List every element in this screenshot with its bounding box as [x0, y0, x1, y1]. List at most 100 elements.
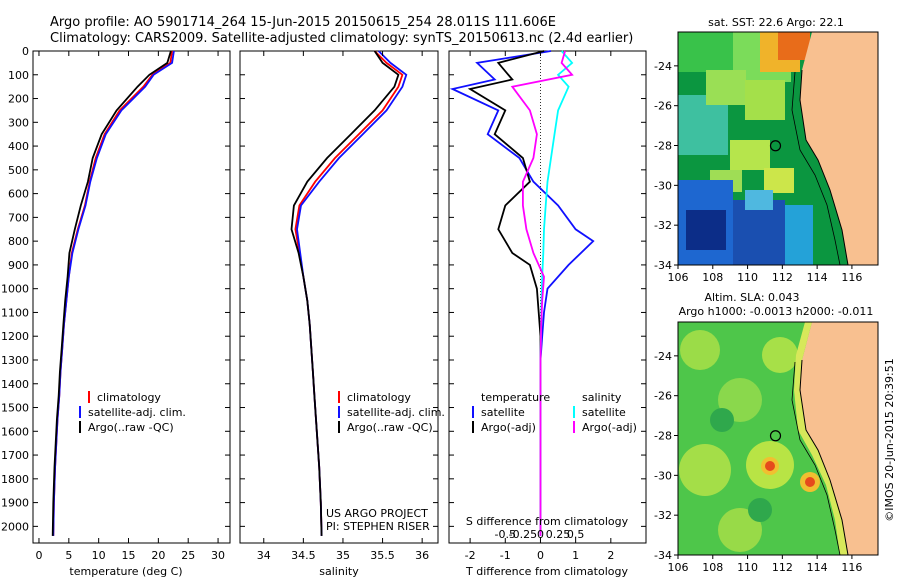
sla-map-frame — [677, 321, 879, 556]
sla-blob — [718, 508, 762, 552]
sst-land — [800, 32, 878, 265]
temperature-ytick-label: 1700 — [1, 449, 29, 462]
sst-patch — [764, 168, 794, 193]
salinity-xtick-label: 35 — [336, 549, 350, 562]
temperature-xtick-label: 15 — [122, 549, 136, 562]
salinity-lines — [290, 50, 408, 536]
difference-series-salinity-argo-adj- — [510, 50, 574, 536]
sla-map-ticks: 106 108 110 112 114 116 -24 -26 -28 -30 -32 -34 — [654, 350, 862, 574]
temperature-ytick-label: 1200 — [1, 330, 29, 343]
sst-patch — [778, 32, 810, 60]
sst-shelf-contour — [791, 71, 841, 265]
salinity-series-satellite-adj-clim- — [296, 50, 408, 536]
sla-map-title: Altim. SLA: 0.043 — [704, 291, 799, 304]
difference-xtick-label: -2 — [465, 549, 476, 562]
temperature-ytick-label: 1800 — [1, 473, 29, 486]
difference-x2tick-label: 0 — [537, 528, 544, 541]
sst-map-xtick-label: 110 — [737, 271, 758, 284]
sst-patch — [745, 80, 785, 120]
salinity-xtick-label: 34 — [257, 549, 271, 562]
temperature-xtick-label: 30 — [211, 549, 225, 562]
temperature-ytick-label: 1400 — [1, 378, 29, 391]
sla-map-xtick-label: 116 — [841, 561, 862, 574]
sst-patch — [678, 32, 733, 72]
sst-patch — [785, 205, 813, 265]
sla-map-ytick-label: -32 — [654, 509, 672, 522]
temperature-ytick-label: 200 — [8, 93, 29, 106]
sst-patch — [733, 200, 785, 265]
salinity-series-climatology — [294, 50, 404, 536]
sla-blob — [762, 337, 798, 373]
temperature-ytick-label: 2000 — [1, 520, 29, 533]
temperature-xtick-label: 25 — [181, 549, 195, 562]
temperature-ytick-label: 700 — [8, 211, 29, 224]
difference-legend-s-satellite: satellite — [582, 406, 626, 419]
difference-legend-s-argo: Argo(-adj) — [582, 421, 637, 434]
salinity-legend-climatology: climatology — [347, 391, 411, 404]
sst-map-title: sat. SST: 22.6 Argo: 22.1 — [708, 16, 844, 29]
difference-x2tick-label: -0.5 — [495, 528, 516, 541]
temperature-series-argo-raw-qc- — [51, 50, 172, 536]
sst-map-xtick-label: 112 — [772, 271, 793, 284]
sla-map-ytick-label: -30 — [654, 469, 672, 482]
sst-argo-marker — [769, 140, 782, 152]
sla-map-xtick-label: 106 — [668, 561, 689, 574]
salinity-axes-frame — [239, 50, 439, 544]
sla-blob — [765, 461, 775, 471]
temperature-xtick-label: 0 — [35, 549, 42, 562]
sla-map-xtick-label: 108 — [702, 561, 723, 574]
sst-patch — [745, 190, 773, 210]
difference-xtick-label: -1 — [500, 549, 511, 562]
sst-map-xtick-label: 114 — [807, 271, 828, 284]
difference-x2label: S difference from climatology — [466, 515, 629, 528]
sst-map-ytick-label: -24 — [654, 60, 672, 73]
temperature-legend-argo: Argo(..raw -QC) — [88, 421, 174, 434]
temperature-panel: 0 5 10 15 20 25 300100200300400500600700800900… — [1, 45, 231, 578]
difference-xtick-label: 1 — [572, 549, 579, 562]
temperature-legend: climatology satellite-adj. clim. Argo(..… — [79, 391, 186, 434]
sst-map-ytick-label: -26 — [654, 100, 672, 113]
sla-coastline — [799, 359, 849, 555]
temperature-ytick-label: 1500 — [1, 402, 29, 415]
salinity-legend-satellite: satellite-adj. clim. — [347, 406, 445, 419]
salinity-xtick-label: 34.5 — [291, 549, 316, 562]
sla-shelf-contour — [791, 361, 841, 555]
sst-map-ytick-label: -34 — [654, 259, 672, 272]
temperature-ytick-label: 100 — [8, 69, 29, 82]
temperature-legend-satellite: satellite-adj. clim. — [88, 406, 186, 419]
salinity-panel: 34 34.5 35 35.5 36 salinity climatology sate… — [239, 50, 445, 578]
sst-map-xtick-label: 106 — [668, 271, 689, 284]
sst-patch — [686, 210, 726, 250]
salinity-legend-argo: Argo(..raw -QC) — [347, 421, 433, 434]
temperature-ytick-label: 400 — [8, 140, 29, 153]
sla-map-ytick-label: -28 — [654, 430, 672, 443]
temperature-xtick-label: 5 — [65, 549, 72, 562]
sla-blob — [710, 408, 734, 432]
sla-map-xtick-label: 112 — [772, 561, 793, 574]
sla-map-ytick-label: -34 — [654, 549, 672, 562]
sla-blob — [680, 330, 720, 370]
temperature-ticks: 0 5 10 15 20 25 300100200300400500600700800900… — [1, 45, 230, 562]
temperature-ytick-label: 300 — [8, 116, 29, 129]
sla-blob — [805, 477, 815, 487]
difference-legend-t-satellite: satellite — [481, 406, 525, 419]
temperature-ytick-label: 500 — [8, 164, 29, 177]
sst-patch — [706, 70, 746, 105]
temperature-xlabel: temperature (deg C) — [69, 565, 182, 578]
difference-axes-frame — [448, 50, 647, 544]
difference-x2tick-label: 0.25 — [546, 528, 571, 541]
salinity-series-argo-raw-qc- — [290, 50, 400, 536]
sst-map-xtick-label: 108 — [702, 271, 723, 284]
sst-map-frame — [677, 31, 879, 266]
sla-map-subtitle: Argo h1000: -0.0013 h2000: -0.011 — [679, 305, 874, 318]
sla-map-panel: Altim. SLA: 0.043 Argo h1000: -0.0013 h2… — [654, 291, 879, 574]
header-line2: Climatology: CARS2009. Satellite-adjuste… — [50, 31, 633, 46]
salinity-xlabel: salinity — [319, 565, 359, 578]
difference-series-salinity-satellite — [539, 50, 574, 536]
temperature-axes-frame — [32, 50, 231, 544]
sst-coastline — [799, 69, 849, 265]
temperature-xtick-label: 10 — [92, 549, 106, 562]
temperature-ytick-label: 1900 — [1, 497, 29, 510]
sla-shelf — [794, 322, 848, 555]
